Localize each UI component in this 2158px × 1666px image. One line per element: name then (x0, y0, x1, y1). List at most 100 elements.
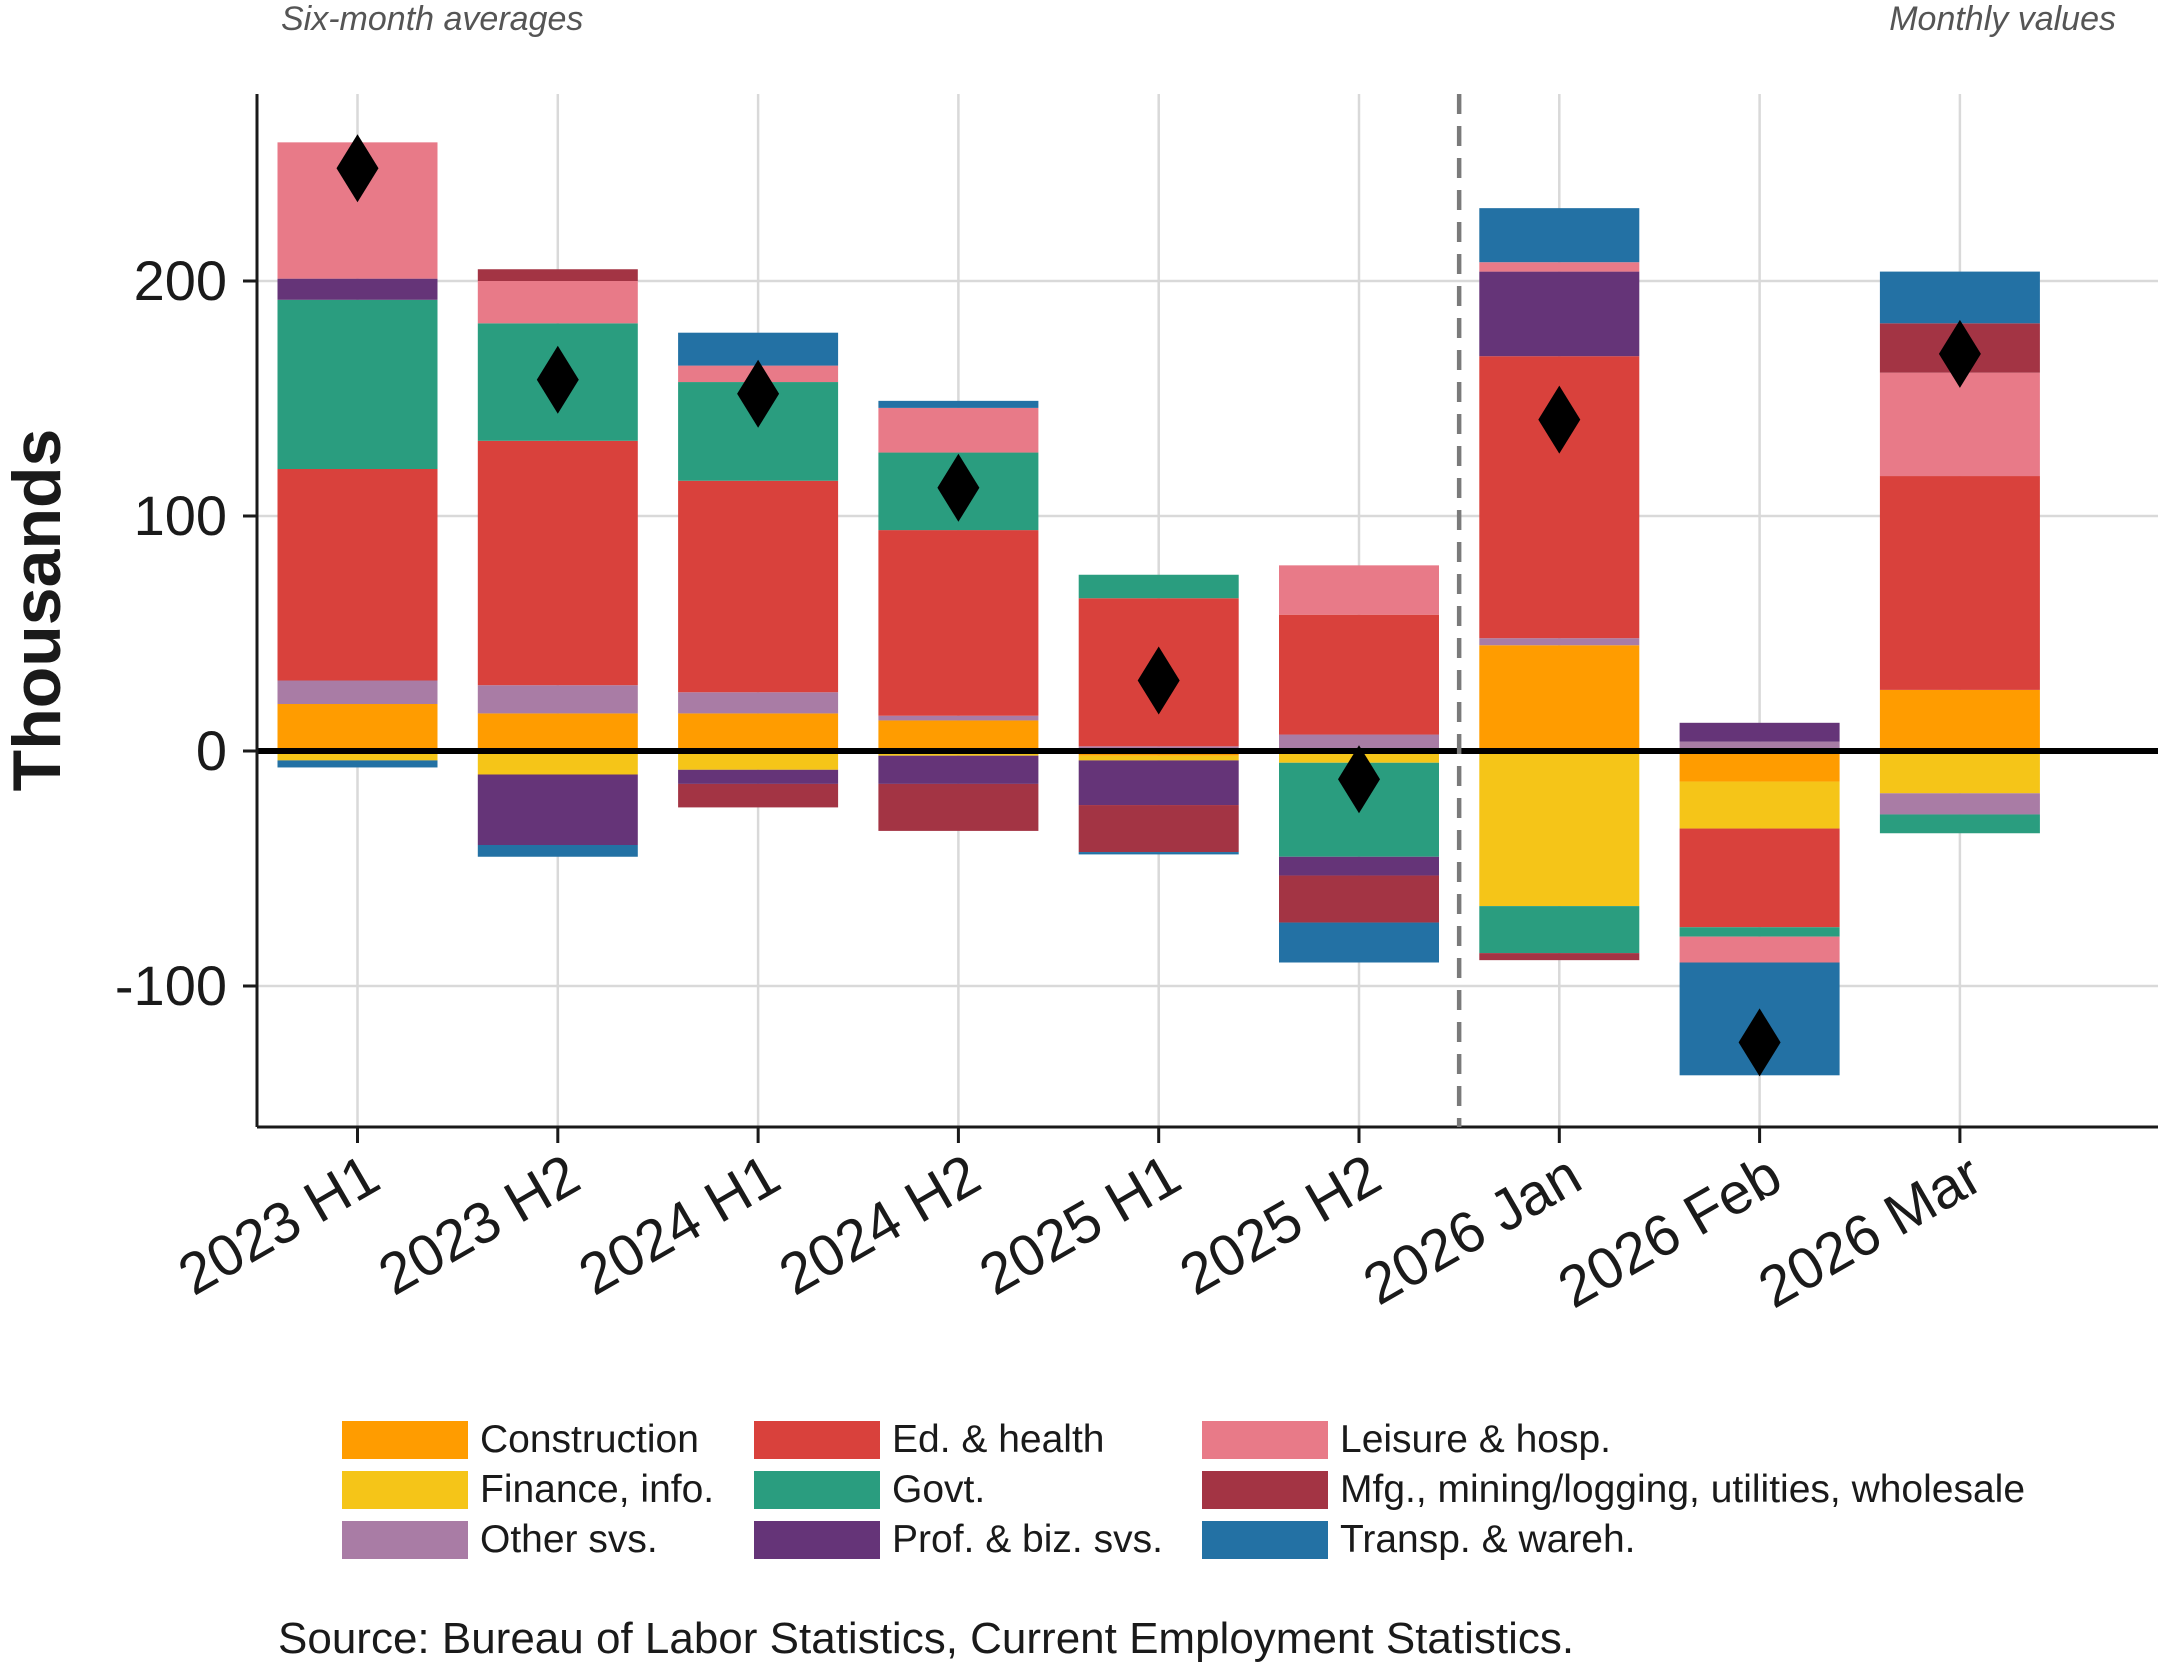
bar-segment-2024-h1-construction (678, 713, 839, 751)
total-marker-2025-h2 (1338, 745, 1380, 814)
legend-swatch-leisure-hosp (1202, 1421, 1328, 1459)
legend-item-prof-biz-svs: Prof. & biz. svs. (754, 1518, 1163, 1562)
bar-segment-2023-h2-transp-wareh (477, 845, 638, 857)
legend: Construction Ed. & health Leisure & hosp. F… (342, 1418, 2102, 1568)
bar-segment-2024-h1-finance-info (678, 751, 839, 770)
x-tick-label-2023-h1: 2023 H1 (168, 1142, 390, 1308)
bar-segment-2024-h2-other-svs (878, 715, 1039, 721)
bar-segment-2026-jan-mfg-mining-logging-utilities-wholesale (1479, 953, 1640, 961)
bars (277, 142, 2040, 1076)
legend-label-mfg-mining-logging-utilities-wholesale: Mfg., mining/logging, utilities, wholesa… (1340, 1468, 2026, 1511)
bar-segment-2026-mar-finance-info (1879, 751, 2040, 794)
x-tick-label-2024-h2: 2024 H2 (768, 1142, 990, 1308)
bar-segment-2026-mar-construction (1879, 689, 2040, 751)
bar-segment-2026-mar-other-svs (1879, 793, 2040, 815)
x-tick-label-2026-jan: 2026 Jan (1353, 1142, 1592, 1318)
x-tick-label-2025-h2: 2025 H2 (1169, 1142, 1391, 1308)
bar-segment-2024-h2-ed-health (878, 530, 1039, 716)
bar-segment-2024-h2-transp-wareh (878, 400, 1039, 408)
bar-segment-2026-jan-other-svs (1479, 638, 1640, 646)
legend-item-construction: Construction (342, 1418, 699, 1462)
bar-segment-2024-h1-ed-health (678, 480, 839, 693)
bar-segment-2024-h2-construction (878, 720, 1039, 751)
legend-item-govt: Govt. (754, 1468, 985, 1512)
x-tick-label-2023-h2: 2023 H2 (368, 1142, 590, 1308)
bar-segment-2025-h2-leisure-hosp (1279, 565, 1439, 615)
bar-segment-2025-h1-transp-wareh (1078, 852, 1239, 855)
total-marker-2026-mar (1938, 319, 1981, 388)
bar-segment-2024-h2-mfg-mining-logging-utilities-wholesale (878, 783, 1039, 831)
total-marker-2026-feb (1738, 1008, 1781, 1077)
total-markers (336, 134, 1981, 1077)
bar-segment-2026-mar-ed-health (1879, 476, 2040, 690)
y-axis-title: Thousands (0, 429, 75, 792)
bar-segment-2026-jan-prof-biz-svs (1479, 271, 1640, 357)
bar-segment-2026-feb-finance-info (1679, 781, 1840, 829)
bar-segment-2023-h1-construction (277, 704, 438, 751)
legend-label-transp-wareh: Transp. & wareh. (1340, 1518, 1636, 1561)
total-marker-2023-h1 (336, 134, 379, 203)
bar-segment-2025-h2-transp-wareh (1279, 922, 1439, 963)
y-tick-label-0: 0 (196, 719, 227, 782)
total-marker-2026-jan (1538, 385, 1581, 454)
bar-segment-2023-h2-ed-health (477, 440, 638, 686)
bar-segment-2023-h1-other-svs (277, 680, 438, 704)
legend-label-construction: Construction (480, 1418, 699, 1461)
bar-segment-2025-h2-prof-biz-svs (1279, 856, 1439, 876)
x-tick-label-2025-h1: 2025 H1 (969, 1142, 1191, 1308)
y-tick-label-100: 100 (134, 484, 227, 547)
bar-segment-2026-feb-leisure-hosp (1679, 936, 1840, 963)
x-tick-label-2026-mar: 2026 Mar (1748, 1142, 1993, 1321)
bar-segment-2026-jan-finance-info (1479, 751, 1640, 907)
legend-label-other-svs: Other svs. (480, 1518, 658, 1561)
legend-label-finance-info: Finance, info. (480, 1468, 715, 1511)
legend-item-finance-info: Finance, info. (342, 1468, 714, 1512)
legend-item-mfg-mining-logging-utilities-wholesale: Mfg., mining/logging, utilities, wholesa… (1202, 1468, 2025, 1512)
legend-label-ed-health: Ed. & health (892, 1418, 1105, 1461)
bar-segment-2025-h1-finance-info (1078, 755, 1239, 761)
bar-segment-2023-h2-prof-biz-svs (477, 774, 638, 845)
bar-segment-2023-h2-mfg-mining-logging-utilities-wholesale (477, 269, 638, 281)
y-tick-label--100: -100 (115, 954, 227, 1017)
bar-segment-2025-h1-prof-biz-svs (1078, 760, 1239, 806)
legend-swatch-finance-info (342, 1471, 468, 1509)
bar-segment-2023-h1-govt (277, 299, 438, 469)
bar-segment-2025-h2-mfg-mining-logging-utilities-wholesale (1279, 875, 1439, 923)
bar-segment-2025-h2-other-svs (1279, 734, 1439, 751)
six-month-averages-note: Six-month averages (281, 0, 584, 38)
bar-segment-2023-h2-finance-info (477, 751, 638, 775)
legend-item-other-svs: Other svs. (342, 1518, 658, 1562)
legend-label-leisure-hosp: Leisure & hosp. (1340, 1418, 1612, 1461)
bar-segment-2024-h1-prof-biz-svs (678, 769, 839, 784)
monthly-values-note: Monthly values (1889, 0, 2116, 38)
bar-segment-2026-feb-ed-health (1679, 828, 1840, 928)
bar-segment-2023-h2-leisure-hosp (477, 281, 638, 324)
bar-segment-2025-h1-govt (1078, 574, 1239, 599)
legend-swatch-other-svs (342, 1521, 468, 1559)
legend-item-ed-health: Ed. & health (754, 1418, 1104, 1462)
bar-segment-2023-h1-finance-info (277, 751, 438, 761)
y-tick-label-200: 200 (134, 249, 227, 312)
bar-segment-2026-mar-leisure-hosp (1879, 372, 2040, 477)
x-tick-label-2026-feb: 2026 Feb (1547, 1142, 1792, 1321)
bar-segment-2023-h1-prof-biz-svs (277, 278, 438, 300)
bar-segment-2026-feb-prof-biz-svs (1679, 722, 1840, 742)
bar-segment-2026-feb-govt (1679, 927, 1840, 937)
bar-segment-2026-jan-govt (1479, 906, 1640, 954)
bar-segment-2025-h2-ed-health (1279, 614, 1439, 735)
bar-segment-2026-feb-other-svs (1679, 741, 1840, 751)
bar-segment-2024-h2-leisure-hosp (878, 407, 1039, 453)
legend-swatch-mfg-mining-logging-utilities-wholesale (1202, 1471, 1328, 1509)
bar-segment-2025-h1-mfg-mining-logging-utilities-wholesale (1078, 805, 1239, 853)
legend-swatch-construction (342, 1421, 468, 1459)
total-marker-2023-h2 (536, 345, 579, 414)
legend-label-govt: Govt. (892, 1468, 986, 1511)
bar-segment-2026-jan-transp-wareh (1479, 208, 1640, 263)
bar-segment-2024-h1-mfg-mining-logging-utilities-wholesale (678, 783, 839, 808)
axes (243, 94, 2158, 1143)
bar-segment-2024-h1-other-svs (678, 692, 839, 714)
bar-segment-2026-jan-leisure-hosp (1479, 262, 1640, 272)
total-marker-2025-h1 (1137, 646, 1180, 715)
